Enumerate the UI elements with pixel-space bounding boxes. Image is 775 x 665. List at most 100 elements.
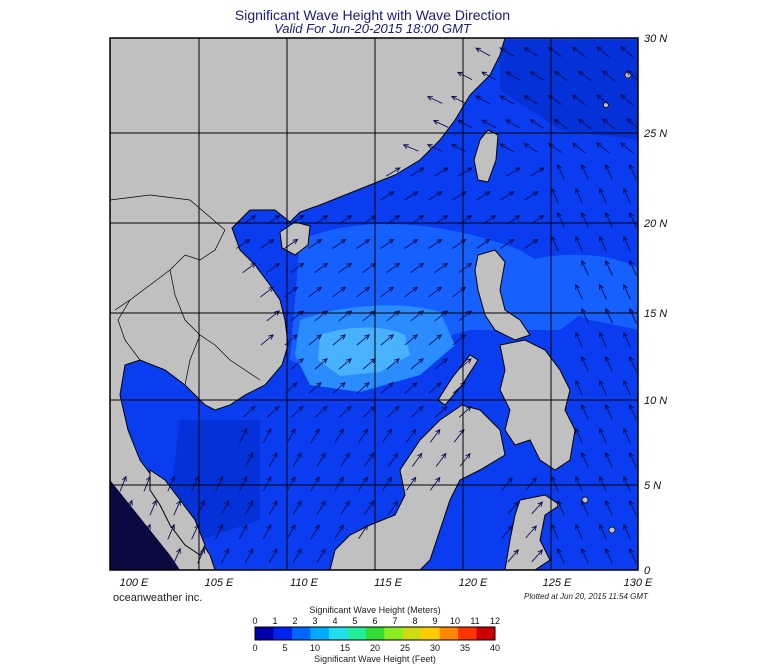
wave-direction-arrow (581, 307, 589, 324)
wave-direction-arrow (426, 144, 443, 152)
wave-direction-arrow (426, 96, 443, 104)
wave-direction-arrow (620, 94, 634, 106)
wave-direction-arrow (268, 452, 278, 468)
wave-direction-arrow (340, 452, 350, 468)
wave-direction-arrow (404, 238, 419, 249)
wave-direction-arrow (405, 428, 417, 443)
wave-direction-arrow (386, 262, 401, 274)
wave-direction-arrow (119, 523, 127, 540)
wave-direction-arrow (595, 94, 610, 106)
wave-direction-arrow (292, 452, 302, 468)
colorbar-meter-tick: 11 (470, 616, 479, 626)
wave-direction-arrow (553, 70, 568, 81)
wave-direction-arrow (626, 70, 638, 81)
wave-direction-arrow (458, 262, 473, 274)
colorbar-feet-tick: 40 (490, 643, 500, 653)
wave-direction-arrow (623, 475, 631, 492)
wave-direction-arrow (629, 547, 637, 564)
wave-direction-arrow (629, 499, 637, 516)
wave-direction-arrow (173, 499, 181, 516)
colorbar-meter-tick: 10 (450, 616, 460, 626)
lat-label: 0 (644, 565, 651, 577)
colorbar-swatch (384, 627, 404, 640)
colorbar-meter-tick: 7 (392, 616, 397, 626)
wave-direction-arrow (332, 238, 347, 249)
colorbar-swatch (273, 627, 293, 640)
wave-direction-arrow (382, 428, 393, 443)
wave-direction-arrow (215, 475, 223, 492)
wave-direction-arrow (356, 334, 370, 346)
wave-direction-arrow (577, 70, 592, 82)
wave-direction-arrow (316, 548, 326, 564)
wave-direction-arrow (551, 523, 559, 540)
colorbar-meters-title: Significant Wave Height (Meters) (309, 605, 441, 615)
wave-direction-arrow (338, 262, 353, 274)
wave-direction-arrow (358, 476, 368, 491)
wave-direction-arrow (428, 286, 443, 298)
wave-direction-arrow (601, 118, 616, 130)
lat-label: 10 N (644, 395, 667, 407)
wave-direction-arrow (428, 238, 443, 249)
wave-direction-arrow (557, 163, 565, 180)
wave-direction-arrow (428, 334, 442, 346)
wave-direction-arrow (119, 475, 127, 492)
wave-direction-arrow (242, 262, 257, 274)
map-frame (109, 37, 639, 571)
wave-direction-arrow (149, 547, 157, 564)
wave-direction-arrow (429, 476, 441, 491)
wave-direction-arrow (380, 334, 394, 346)
wave-direction-arrow (581, 499, 589, 516)
colorbar-feet-tick: 15 (340, 643, 350, 653)
lon-label: 125 E (543, 577, 572, 589)
wave-direction-arrow (260, 238, 275, 249)
colorbar-feet-tick: 25 (400, 643, 410, 653)
colorbar-feet-tick: 10 (310, 643, 320, 653)
wave-zone-calm-south (170, 420, 260, 540)
wave-direction-arrow (499, 47, 515, 57)
wave-direction-arrow (605, 547, 613, 564)
credit-label: oceanweather inc. (113, 592, 203, 604)
colorbar-meter-tick: 3 (312, 616, 317, 626)
wave-direction-arrow (605, 307, 613, 324)
lat-label: 15 N (644, 308, 667, 320)
wave-direction-arrow (501, 477, 513, 491)
colorbar-meter-tick: 1 (272, 616, 277, 626)
colorbar-swatch (458, 627, 478, 640)
colorbar-frame (254, 626, 496, 641)
wave-direction-arrow (629, 211, 637, 228)
wave-direction-arrow (434, 358, 448, 370)
wave-direction-arrow (290, 405, 304, 418)
wave-direction-arrow (434, 262, 449, 274)
wave-direction-arrow (557, 211, 565, 228)
land-luzon (474, 249, 531, 341)
wave-direction-arrow (125, 547, 133, 564)
wave-direction-arrow (338, 405, 352, 418)
wave-direction-arrow (386, 405, 400, 418)
wave-direction-arrow (433, 167, 449, 177)
wave-direction-arrow (286, 476, 296, 492)
wave-direction-arrow (599, 379, 607, 396)
colorbar-meter-tick: 0 (252, 616, 257, 626)
wave-direction-arrow (356, 286, 371, 298)
wave-direction-arrow (529, 119, 544, 129)
colorbar-swatch (365, 627, 385, 640)
wave-direction-arrow (575, 283, 583, 300)
wave-direction-arrow (605, 499, 613, 516)
colorbar-swatch (347, 627, 367, 640)
wave-direction-arrow (571, 142, 586, 154)
wave-direction-arrow (629, 163, 637, 180)
wave-direction-arrow (525, 477, 537, 491)
wave-direction-arrow (244, 499, 254, 516)
wave-direction-arrow (500, 238, 515, 249)
colorbar-meter-ticks: 0 1 2 3 4 5 6 7 8 9 10 11 12 (252, 616, 500, 626)
wave-direction-arrow (629, 307, 637, 324)
wave-direction-arrow (529, 167, 545, 177)
wave-direction-arrow (340, 500, 350, 516)
wave-direction-arrow (551, 187, 559, 204)
land-palawan (437, 354, 479, 406)
wave-direction-arrow (629, 451, 637, 468)
wave-direction-arrow (262, 476, 272, 492)
wave-direction-arrow (238, 475, 248, 492)
wave-direction-arrow (523, 143, 538, 153)
wave-direction-arrow (456, 119, 473, 129)
